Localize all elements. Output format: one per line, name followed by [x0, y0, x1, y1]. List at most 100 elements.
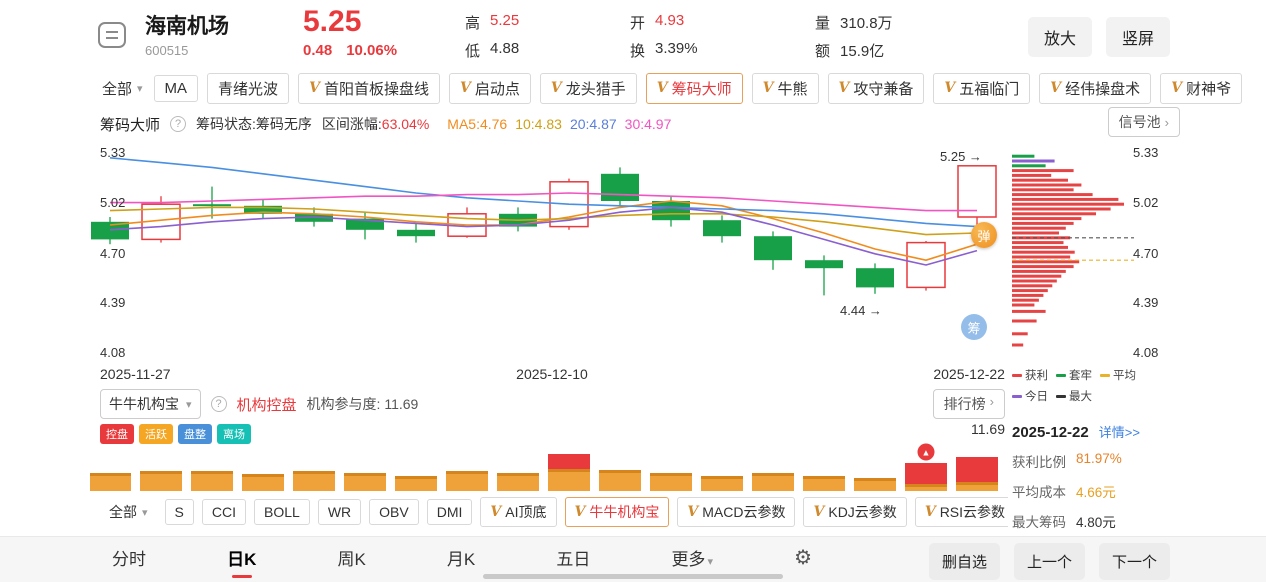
price-block: 5.25 0.48 10.06% — [303, 4, 397, 59]
rank-list-button[interactable]: 排行榜 › — [932, 389, 1005, 419]
high-price-label: 5.25 → — [940, 149, 982, 164]
vip-v-icon: V — [924, 504, 936, 520]
indicator-tab[interactable]: BOLL — [254, 499, 310, 525]
y-axis-label: 4.08 — [1133, 345, 1159, 360]
indicator-tab[interactable]: OBV — [369, 499, 419, 525]
portrait-button[interactable]: 竖屏 — [1105, 17, 1170, 57]
indicator-tab[interactable]: V 筹码大师 — [645, 72, 743, 104]
signal-pool-button[interactable]: 信号池 › — [1107, 107, 1180, 137]
legend-label: 套牢 — [1069, 370, 1092, 382]
status-tag: 盘整 — [178, 424, 212, 444]
chips-detail-panel: 2025-12-22 详情>> 获利比例 81.97% 平均成本 4.66元 最大筹码 4… — [1012, 422, 1177, 541]
bottom-nav-item[interactable]: 日K — [227, 545, 256, 570]
filter-dropdown[interactable]: 全部 ▾ — [100, 73, 145, 103]
bottom-nav-item[interactable]: 五日 — [556, 545, 590, 570]
indicator-selector-dropdown[interactable]: 牛牛机构宝 ▾ — [100, 389, 201, 419]
bottom-nav-item[interactable]: 分时 — [112, 545, 146, 570]
y-axis-label: 5.33 — [1133, 145, 1159, 160]
main-chart-area[interactable]: 5.25 → 4.44 → 弹 筹 5.33 5.33 5.02 5.02 4.70 4.… — [0, 143, 1266, 365]
indicator-tab[interactable]: V 牛熊 — [751, 72, 819, 104]
vip-v-icon: V — [459, 80, 471, 96]
institution-header: 牛牛机构宝 ▾ ? 机构控盘 机构参与度: 11.69 排行榜 › — [100, 389, 1005, 419]
indicator-tab[interactable]: V KDJ云参数 — [803, 497, 907, 527]
chevron-down-icon: ▾ — [707, 555, 713, 568]
help-icon[interactable]: ? — [170, 116, 187, 132]
stat-label: 换 — [630, 43, 646, 60]
filter-dropdown[interactable]: 全部 ▾ — [100, 498, 157, 526]
stat-label: 低 — [465, 43, 481, 60]
nav-label: 分时 — [112, 549, 146, 569]
tab-label: 牛牛机构宝 — [589, 504, 660, 520]
indicator-tab[interactable]: CCI — [201, 499, 246, 525]
nav-label: 月K — [446, 549, 476, 569]
vip-v-icon: V — [490, 504, 502, 520]
legend-item: 平均 — [1100, 367, 1136, 383]
bottom-nav-item[interactable]: 周K — [337, 545, 365, 570]
tab-label: OBV — [379, 504, 409, 520]
tab-label: 攻守兼备 — [853, 80, 914, 98]
legend-label: 获利 — [1025, 370, 1048, 382]
nav-label: 周K — [337, 549, 366, 569]
stock-code: 600515 — [145, 43, 189, 58]
stat-label: 开 — [630, 15, 646, 32]
kline-chart[interactable] — [0, 143, 1180, 365]
y-axis-label: 5.02 — [100, 195, 126, 210]
tab-label: 财神爷 — [1186, 80, 1232, 98]
stat-value: 15.9亿 — [840, 43, 885, 60]
indicator-tab[interactable]: MA — [153, 74, 199, 102]
legend-row: 今日 最大 — [1012, 388, 1172, 404]
stat: 低 4.88 — [465, 40, 519, 61]
indicator-tab[interactable]: V 牛牛机构宝 — [564, 497, 670, 527]
chevron-down-icon: ▾ — [137, 82, 143, 95]
zoom-button[interactable]: 放大 — [1027, 17, 1092, 57]
stat-label: 量 — [815, 15, 831, 32]
indicator-tab[interactable]: V AI顶底 — [480, 497, 557, 527]
ma-value: MA5:4.76 — [447, 116, 508, 132]
indicator-tab[interactable]: V 首阳首板操盘线 — [298, 72, 440, 104]
stat-column: 高 5.25 低 4.88 — [465, 12, 519, 61]
legend-row: 获利 套牢 平均 — [1012, 367, 1172, 383]
price-change: 0.48 — [303, 42, 333, 59]
stock-name-block: 海南机场 600515 — [145, 10, 229, 58]
help-icon[interactable]: ? — [210, 396, 227, 412]
indicator-tab[interactable]: WR — [317, 499, 362, 525]
indicator-tab[interactable]: V 启动点 — [448, 72, 531, 104]
indicator-tab[interactable]: V MACD云参数 — [677, 497, 796, 527]
range-change: 区间涨幅:63.04% — [321, 116, 430, 132]
nav-label: 日K — [227, 549, 257, 569]
institution-chart[interactable]: ▲ — [90, 442, 1010, 492]
chips-status: 筹码状态:筹码无序 — [196, 116, 312, 132]
indicator-tab[interactable]: 青绪光波 — [207, 72, 290, 104]
y-axis-label: 4.70 — [1133, 246, 1159, 261]
indicator-tab[interactable]: DMI — [426, 499, 473, 525]
nav-action-button[interactable]: 下一个 — [1098, 543, 1170, 580]
indicator-tab[interactable]: V 五福临门 — [933, 72, 1031, 104]
tab-label: 五福临门 — [959, 80, 1020, 98]
gear-icon[interactable]: ⚙ — [794, 546, 812, 569]
chips-stat-row: 平均成本 4.66元 — [1012, 481, 1177, 501]
nav-action-button[interactable]: 上一个 — [1013, 543, 1085, 580]
signal-badge-icon[interactable]: ▲ — [917, 443, 935, 461]
legend-color-dash — [1056, 394, 1066, 398]
tab-label: RSI云参数 — [939, 504, 1006, 520]
indicator-tab[interactable]: V RSI云参数 — [914, 497, 1008, 527]
nav-action-button[interactable]: 删自选 — [928, 543, 1000, 580]
indicator-tab[interactable]: V 财神爷 — [1160, 72, 1243, 104]
bounce-signal-badge[interactable]: 弹 — [971, 222, 997, 248]
bottom-nav-item[interactable]: 月K — [447, 545, 475, 570]
ma-values: MA5:4.76 10:4.83 20:4.87 30:4.97 — [439, 116, 671, 132]
ma-value: 10:4.83 — [515, 116, 562, 132]
indicator-tab[interactable]: S — [164, 499, 194, 525]
indicator-tab[interactable]: V 攻守兼备 — [827, 72, 925, 104]
menu-icon[interactable] — [98, 22, 126, 48]
chips-date: 2025-12-22 — [1012, 424, 1089, 441]
detail-link[interactable]: 详情>> — [1098, 425, 1140, 440]
chips-signal-badge[interactable]: 筹 — [961, 314, 987, 340]
vip-v-icon: V — [687, 504, 699, 520]
indicator-tab[interactable]: V 经伟操盘术 — [1039, 72, 1152, 104]
indicator-tab[interactable]: V 龙头猎手 — [539, 72, 637, 104]
chevron-right-icon: › — [1164, 114, 1169, 130]
stat-label: 高 — [465, 15, 481, 32]
bottom-nav-item[interactable]: 更多 ▾ — [671, 545, 713, 570]
